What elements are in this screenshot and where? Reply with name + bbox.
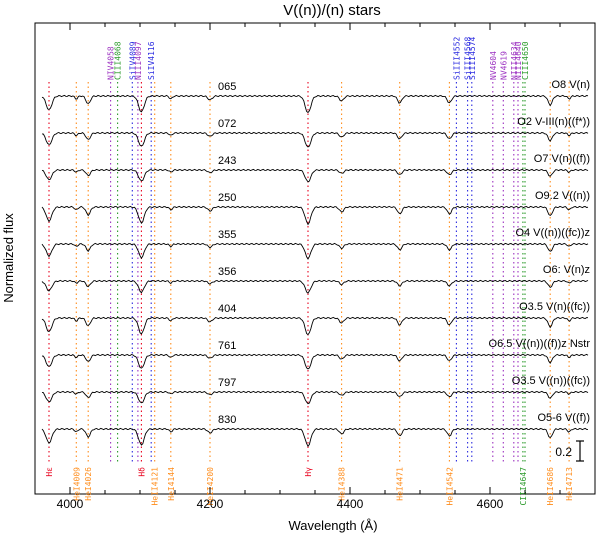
spectrum-830 bbox=[41, 427, 588, 448]
plot-frame bbox=[34, 22, 596, 495]
sptype-072: O2 V-III(n)((f*)) bbox=[517, 116, 590, 128]
sptype-797: O3.5 V((n))((fc)) bbox=[512, 375, 590, 387]
star-id-404: 404 bbox=[218, 303, 236, 315]
bottom-label-h-: Hε bbox=[45, 467, 54, 477]
bottom-label-heii4686: HeII4686 bbox=[546, 467, 555, 506]
top-label-siiii4568: SiIII4568 bbox=[464, 36, 473, 80]
spectrum-355 bbox=[41, 242, 589, 260]
bottom-label-hei4388: HeI4388 bbox=[338, 467, 347, 501]
top-label-siiv4116: SiIV4116 bbox=[147, 41, 156, 80]
spectrum-356 bbox=[41, 279, 589, 294]
bottom-label-h-: Hγ bbox=[304, 467, 313, 477]
top-label-niii4097: NIII4097 bbox=[134, 41, 143, 80]
star-ids: 065 072 243 250 355 356 404 761 797 830 bbox=[218, 81, 236, 426]
bottom-label-hei4713: HeI4713 bbox=[565, 467, 574, 501]
star-id-797: 797 bbox=[218, 377, 236, 389]
x-tick-label: 4200 bbox=[197, 497, 224, 511]
star-id-761: 761 bbox=[218, 340, 236, 352]
bottom-label-heii4542: HeII4542 bbox=[445, 467, 454, 506]
bottom-label-heii4200: HeII4200 bbox=[206, 467, 215, 506]
bottom-label-ciii4647: CIII4647 bbox=[519, 467, 528, 506]
sptype-065: O8 V(n) bbox=[551, 79, 590, 91]
scale-bar: 0.2 bbox=[555, 440, 584, 462]
spectral-line-markers bbox=[48, 82, 570, 462]
spectrum-761 bbox=[41, 353, 589, 370]
spectrum-404 bbox=[41, 316, 589, 336]
spectra bbox=[41, 94, 589, 448]
top-label-niii4634: NIII4634 bbox=[510, 41, 519, 80]
top-label-ciii4650: CIII4650 bbox=[521, 41, 530, 80]
sptype-356: O6: V(n)z bbox=[543, 264, 590, 276]
top-label-nv4604: NV4604 bbox=[489, 51, 498, 80]
bottom-label-hei4144: HeI4144 bbox=[167, 467, 176, 501]
bottom-label-hei4009: HeI4009 bbox=[72, 467, 81, 501]
bottom-label-h-: Hδ bbox=[137, 467, 146, 477]
x-axis-label: Wavelength (Å) bbox=[288, 518, 377, 533]
sptype-250: O9.2 V((n)) bbox=[535, 190, 590, 202]
bottom-line-labels: Hε HeI4009 HeI4026 Hδ HeII4121 HeI4144 HeII420… bbox=[45, 467, 574, 506]
top-label-niii4640: NIII4640 bbox=[514, 41, 523, 80]
chart-title: V((n))/(n) stars bbox=[283, 2, 381, 19]
star-id-356: 356 bbox=[218, 266, 236, 278]
star-id-355: 355 bbox=[218, 229, 236, 241]
top-label-ciii4068: CIII4068 bbox=[114, 41, 123, 80]
top-label-siiv4089: SiIV4089 bbox=[128, 41, 137, 80]
sptype-355: O4 V((n))((fc))z bbox=[515, 227, 590, 239]
sptype-761: O6.5 V((n))((f))z Nstr bbox=[489, 338, 591, 350]
x-tick-label: 4000 bbox=[57, 497, 84, 511]
top-label-siiii4552: SiIII4552 bbox=[452, 36, 461, 80]
sptype-404: O3.5 V(n)((fc)) bbox=[519, 301, 590, 313]
sptype-830: O5-6 V((f)) bbox=[537, 412, 590, 424]
star-id-830: 830 bbox=[218, 414, 236, 426]
y-axis-label: Normalized flux bbox=[1, 213, 16, 303]
spectrum-797 bbox=[41, 390, 589, 405]
spectral-types: O8 V(n) O2 V-III(n)((f*)) O7 V(n)((f)) O9.2… bbox=[489, 79, 591, 424]
spectrum-243 bbox=[41, 168, 589, 183]
spectrum-250 bbox=[41, 205, 589, 226]
spectrum-065 bbox=[41, 94, 589, 114]
top-label-niv4058: NIV4058 bbox=[107, 46, 116, 80]
top-label-siiii4574: SiIII4574 bbox=[468, 36, 477, 80]
x-axis-ticks: 4000 4200 4400 4600 bbox=[34, 23, 596, 511]
bottom-label-heii4121: HeII4121 bbox=[151, 467, 160, 506]
star-id-065: 065 bbox=[218, 81, 236, 93]
bottom-label-hei4026: HeI4026 bbox=[84, 467, 93, 501]
sptype-243: O7 V(n)((f)) bbox=[534, 153, 590, 165]
bottom-label-hei4471: HeI4471 bbox=[396, 467, 405, 501]
spectrum-072 bbox=[41, 131, 589, 148]
star-id-250: 250 bbox=[218, 192, 236, 204]
scale-bar-label: 0.2 bbox=[555, 445, 572, 459]
top-label-nv4619: NV4619 bbox=[499, 51, 508, 80]
star-id-072: 072 bbox=[218, 118, 236, 130]
x-tick-label: 4600 bbox=[477, 497, 504, 511]
star-id-243: 243 bbox=[218, 155, 236, 167]
x-tick-label: 4400 bbox=[337, 497, 364, 511]
